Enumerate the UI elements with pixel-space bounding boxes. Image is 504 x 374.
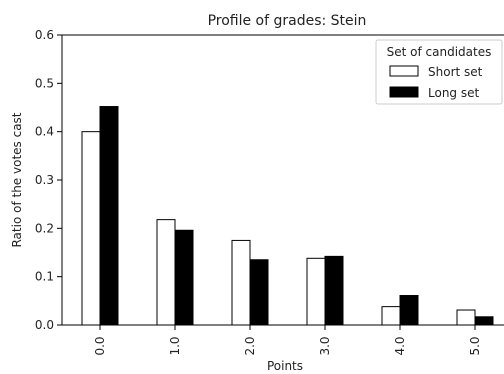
y-tick-label: 0.0: [35, 318, 54, 332]
x-ticks: 0.0 1.0 2.0 3.0 4.0 5.0: [93, 325, 482, 356]
bar-short-set-4-0: [381, 306, 401, 326]
x-tick-label: 0.0: [93, 336, 107, 355]
y-tick-label: 0.2: [35, 221, 54, 235]
x-tick-label: 2.0: [243, 336, 257, 355]
y-tick-label: 0.5: [35, 76, 54, 90]
legend-title: Set of candidates: [387, 45, 492, 59]
bar-short-set-2-0: [231, 239, 251, 326]
x-tick-label: 4.0: [393, 336, 407, 355]
bar-long-set-3-0: [324, 255, 344, 326]
plot-area: 0.0 0.1 0.2 0.3 0.4 0.5 0.6 0.0 1.0 2.0 3.0 4.0 5.0: [35, 28, 504, 356]
y-tick-label: 0.4: [35, 125, 54, 139]
y-axis-label: Ratio of the votes cast: [10, 112, 24, 247]
bar-long-set-2-0: [249, 259, 269, 326]
bar-long-set-5-0: [474, 316, 494, 326]
y-ticks: 0.0 0.1 0.2 0.3 0.4 0.5 0.6: [35, 28, 62, 332]
bar-long-set-1-0: [174, 229, 194, 326]
y-tick-label: 0.1: [35, 270, 54, 284]
legend-label-short-set: Short set: [428, 65, 483, 79]
y-tick-label: 0.3: [35, 173, 54, 187]
bar-short-set-1-0: [156, 219, 176, 326]
x-axis-label: Points: [267, 359, 303, 373]
legend-label-long-set: Long set: [428, 86, 479, 100]
bar-short-set-0-0: [81, 131, 101, 326]
bar-long-set-4-0: [399, 295, 419, 326]
x-tick-label: 3.0: [318, 336, 332, 355]
chart-title: Profile of grades: Stein: [208, 13, 367, 29]
bar-long-set-0-0: [99, 106, 119, 326]
x-tick-label: 1.0: [168, 336, 182, 355]
bars: [81, 106, 494, 326]
x-tick-label: 5.0: [468, 336, 482, 355]
y-tick-label: 0.6: [35, 28, 54, 42]
legend-swatch-long-set: [389, 86, 419, 98]
bar-short-set-5-0: [456, 309, 476, 326]
legend: Set of candidates Short set Long set: [375, 39, 503, 105]
legend-swatch-short-set: [389, 65, 419, 77]
bar-short-set-3-0: [306, 257, 326, 326]
